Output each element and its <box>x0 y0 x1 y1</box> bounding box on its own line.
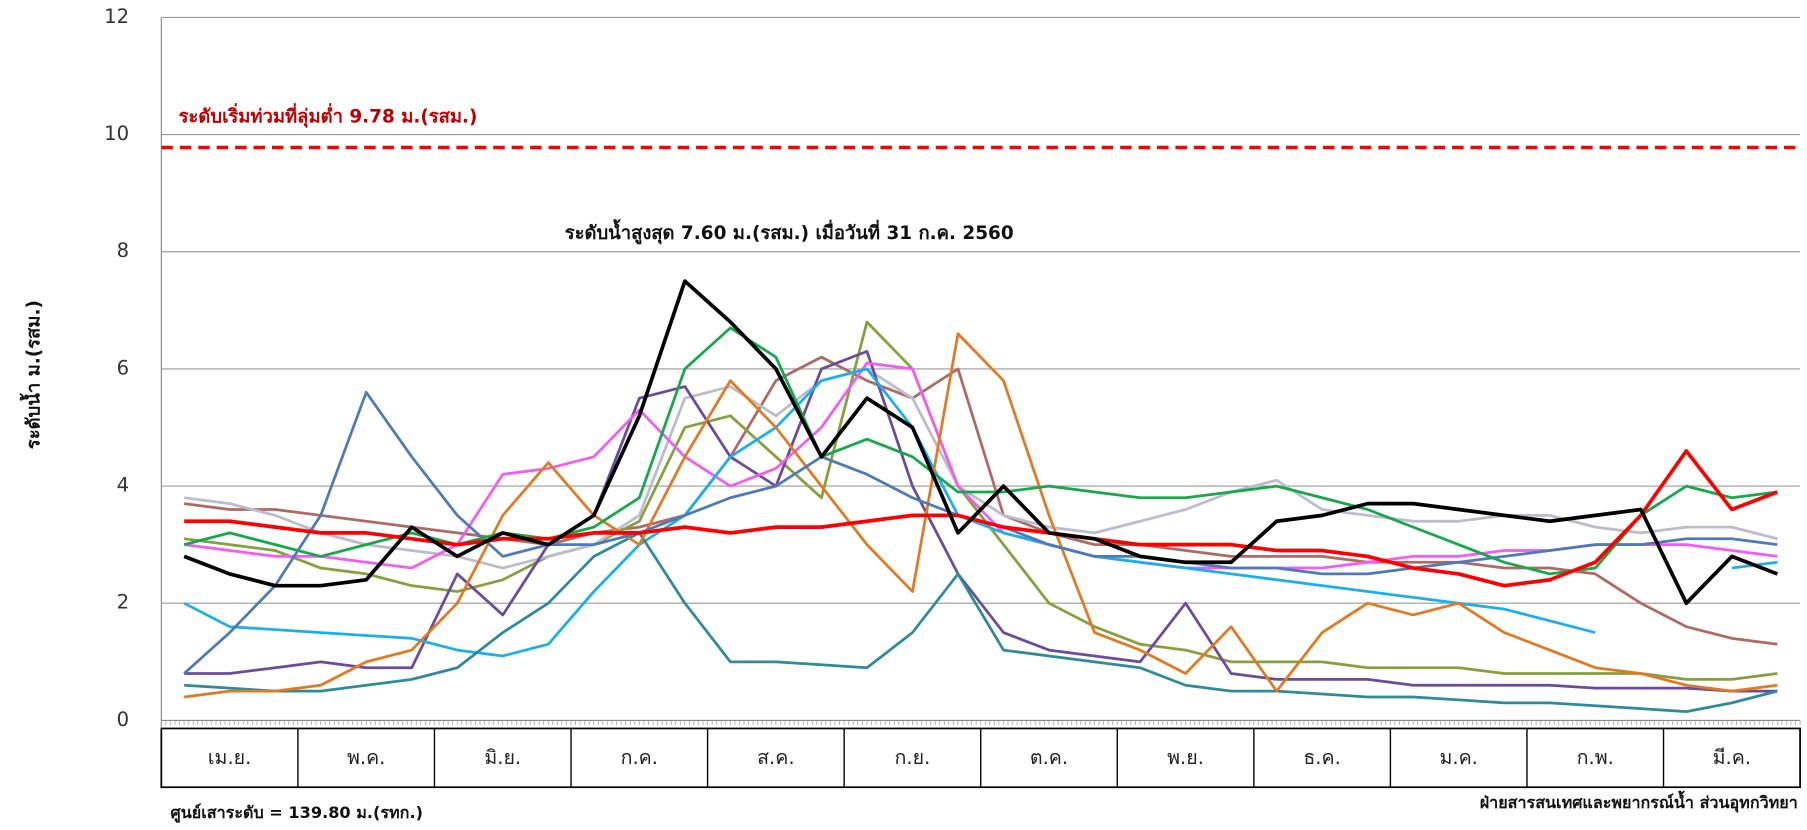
peak-annotation: ระดับน้ำสูงสุด 7.60 ม.(รสม.) เมื่อวันที่… <box>565 219 1014 245</box>
footer-right: ฝ่ายสารสนเทศและพยากรณ์น้ำ ส่วนอุทกวิทยา <box>1480 790 1798 813</box>
y-tick-label: 0 <box>117 708 129 731</box>
x-tick-label: พ.ค. <box>347 746 385 769</box>
y-tick-label: 10 <box>104 122 129 145</box>
series-line <box>183 367 1778 570</box>
series-line <box>183 361 1778 570</box>
x-tick-label: พ.ย. <box>1167 746 1204 769</box>
y-tick-label: 12 <box>104 5 129 28</box>
series-line <box>183 326 1778 576</box>
x-tick-label: ก.พ. <box>1577 746 1614 769</box>
series-line <box>183 279 1779 606</box>
series-line <box>184 449 1779 588</box>
x-tick-label: มิ.ย. <box>484 746 521 769</box>
x-tick-label: เม.ย. <box>208 746 252 769</box>
y-tick-label: 8 <box>117 239 129 262</box>
x-tick-label: มี.ค. <box>1713 746 1751 769</box>
x-tick-label: ม.ค. <box>1439 746 1477 769</box>
series-line <box>183 355 1778 646</box>
y-tick-label: 4 <box>117 474 129 497</box>
y-tick-label: 2 <box>117 591 129 614</box>
series-line <box>184 350 1778 693</box>
x-tick-label: ก.ค. <box>621 746 658 769</box>
x-tick-label: ต.ค. <box>1030 746 1068 769</box>
x-tick-label: ส.ค. <box>757 746 795 769</box>
series-line <box>184 531 1778 714</box>
x-tick-label: ธ.ค. <box>1303 746 1341 769</box>
y-axis-label: ระดับน้ำ ม.(รสม.) <box>20 300 45 449</box>
threshold-label: ระดับเริ่มท่วมที่ลุ่มต่ำ 9.78 ม.(รสม.) <box>179 103 478 129</box>
footer-left: ศูนย์เสาระดับ = 139.80 ม.(รทก.) <box>171 803 423 824</box>
y-tick-label: 6 <box>117 356 129 379</box>
x-tick-label: ก.ย. <box>895 746 931 769</box>
series-line <box>183 332 1778 699</box>
